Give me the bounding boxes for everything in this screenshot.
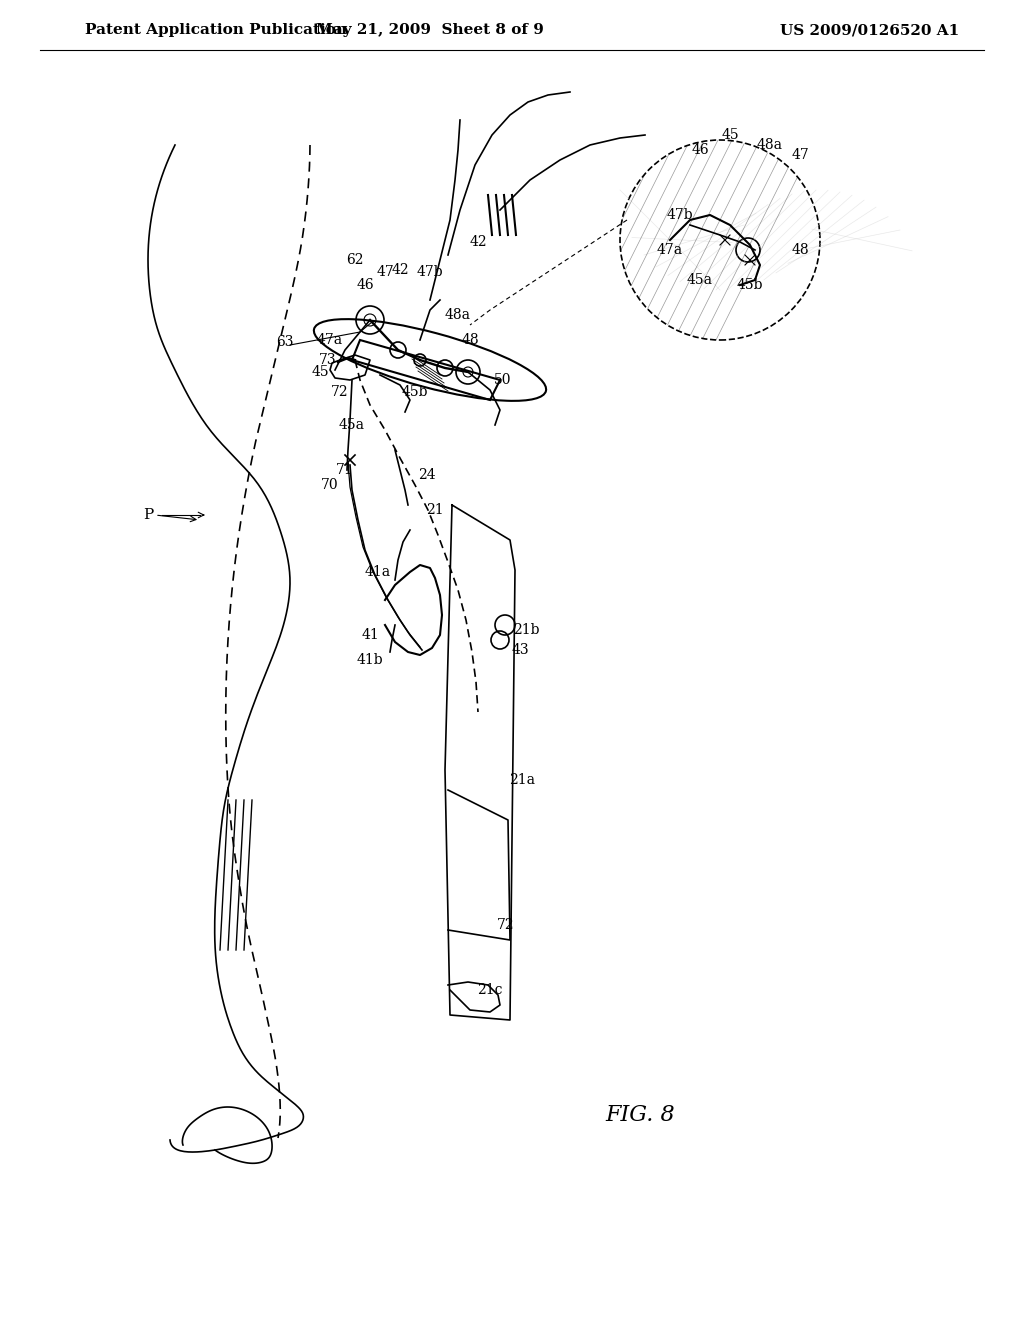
Text: 41: 41 [361, 628, 379, 642]
Text: 47b: 47b [417, 265, 443, 279]
Text: FIG. 8: FIG. 8 [605, 1104, 675, 1126]
Text: 70: 70 [322, 478, 339, 492]
Text: 73: 73 [319, 352, 337, 367]
Text: 21: 21 [426, 503, 443, 517]
Text: 45b: 45b [736, 279, 763, 292]
Text: 62: 62 [346, 253, 364, 267]
Text: 72: 72 [498, 917, 515, 932]
Text: May 21, 2009  Sheet 8 of 9: May 21, 2009 Sheet 8 of 9 [316, 22, 544, 37]
Text: 21c: 21c [477, 983, 503, 997]
Text: 45b: 45b [401, 385, 428, 399]
Text: 41b: 41b [356, 653, 383, 667]
Text: 45a: 45a [687, 273, 713, 286]
Text: 47a: 47a [657, 243, 683, 257]
Text: 47: 47 [792, 148, 809, 162]
Text: 63: 63 [276, 335, 294, 348]
Text: 42: 42 [470, 235, 487, 249]
Text: 71: 71 [336, 463, 354, 477]
Text: 47: 47 [376, 265, 394, 279]
Text: P: P [143, 508, 154, 521]
Text: 48: 48 [461, 333, 479, 347]
Text: 45: 45 [721, 128, 738, 143]
Text: 41a: 41a [365, 565, 391, 579]
Text: 48a: 48a [445, 308, 471, 322]
Text: 72: 72 [331, 385, 349, 399]
Text: 24: 24 [418, 469, 436, 482]
Text: 47b: 47b [667, 209, 693, 222]
Text: US 2009/0126520 A1: US 2009/0126520 A1 [780, 22, 959, 37]
Text: 47a: 47a [317, 333, 343, 347]
Text: 21b: 21b [513, 623, 540, 638]
Text: 43: 43 [511, 643, 528, 657]
Text: 42: 42 [391, 263, 409, 277]
Text: 45a: 45a [339, 418, 365, 432]
Text: Patent Application Publication: Patent Application Publication [85, 22, 347, 37]
Text: 48: 48 [792, 243, 809, 257]
Text: 46: 46 [356, 279, 374, 292]
Text: 50: 50 [495, 374, 512, 387]
Text: 46: 46 [691, 143, 709, 157]
Text: 48a: 48a [757, 139, 783, 152]
Text: 21a: 21a [509, 774, 535, 787]
Text: 45: 45 [311, 366, 329, 379]
